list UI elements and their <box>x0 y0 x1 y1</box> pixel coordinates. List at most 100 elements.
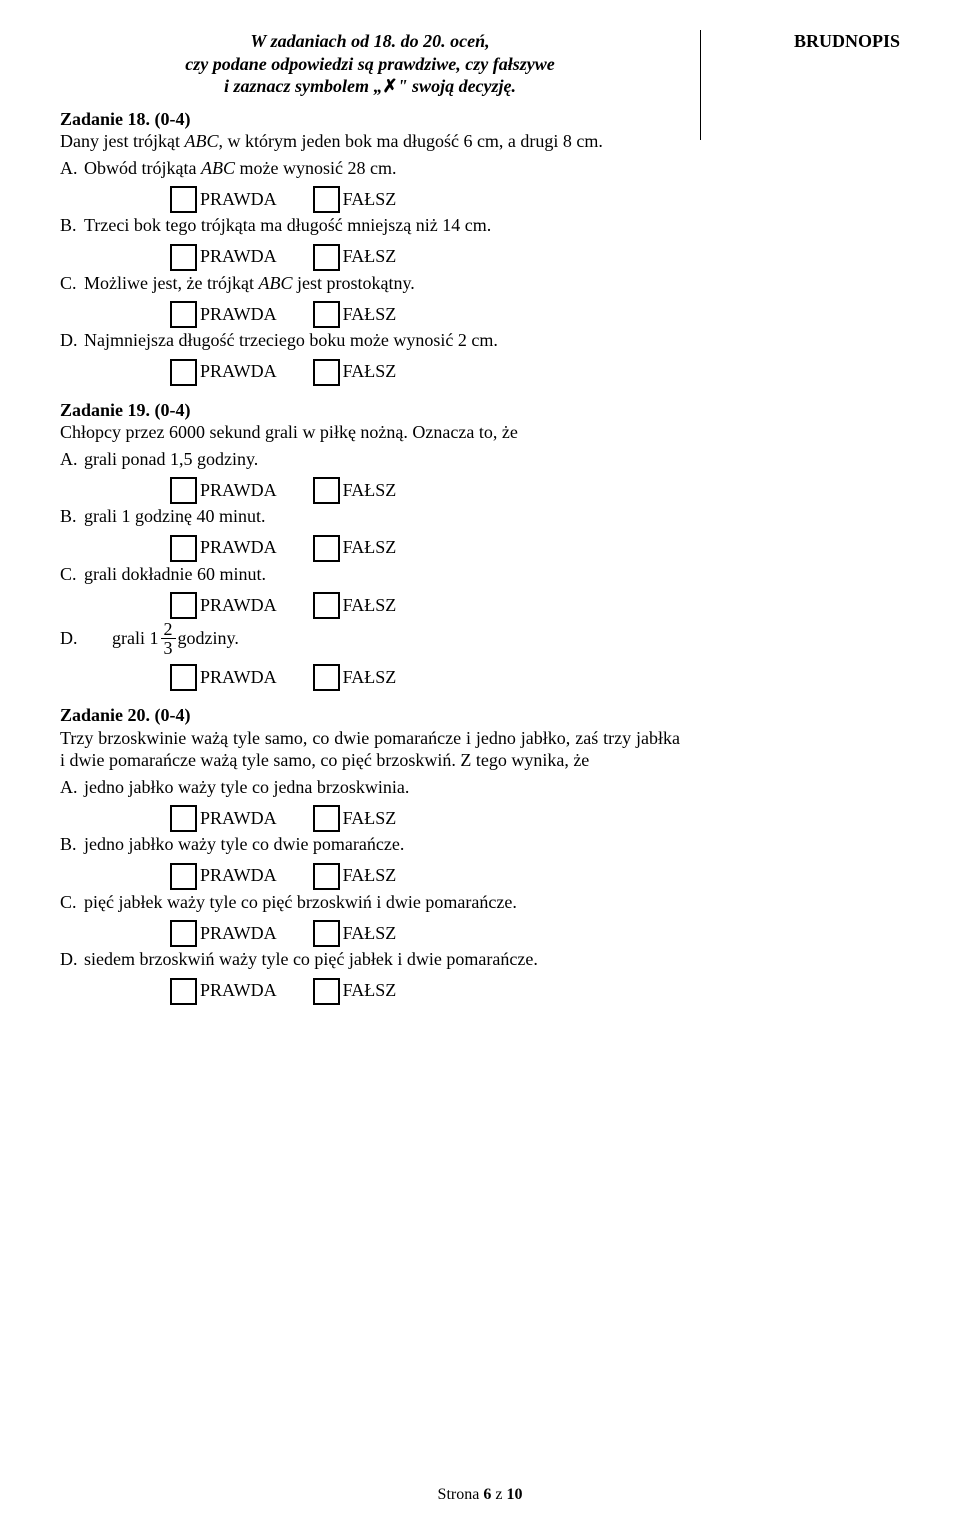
checkbox-prawda[interactable] <box>170 244 197 271</box>
task20-option-a: A.jedno jabłko waży tyle co jedna brzosk… <box>60 776 680 799</box>
pf-row: PRAWDA FAŁSZ <box>170 474 680 501</box>
task18-body: Dany jest trójkąt ABC, w którym jeden bo… <box>60 130 680 153</box>
checkbox-falsz[interactable] <box>313 863 340 890</box>
checkbox-prawda[interactable] <box>170 186 197 213</box>
fraction: 2 3 <box>161 620 176 657</box>
task19-title: Zadanie 19. (0-4) <box>60 399 680 422</box>
pf-row: PRAWDA FAŁSZ <box>170 661 680 688</box>
checkbox-falsz[interactable] <box>313 186 340 213</box>
checkbox-falsz[interactable] <box>313 592 340 619</box>
task20-option-c: C.pięć jabłek waży tyle co pięć brzoskwi… <box>60 891 680 914</box>
fraction-den: 3 <box>161 639 176 657</box>
checkbox-falsz[interactable] <box>313 664 340 691</box>
option-marker: A. <box>60 157 84 180</box>
pf-row: PRAWDA FAŁSZ <box>170 532 680 559</box>
task19-option-d: D. grali 1 2 3 godziny. <box>60 620 680 657</box>
label-falsz: FAŁSZ <box>343 864 397 887</box>
fraction-num: 2 <box>161 620 176 639</box>
option-marker: D. <box>88 627 112 650</box>
sidebar: BRUDNOPIS <box>680 30 940 1006</box>
instructions-line3-prefix: i zaznacz symbolem „ <box>224 76 383 96</box>
label-prawda: PRAWDA <box>200 922 277 945</box>
label-prawda: PRAWDA <box>200 536 277 559</box>
pf-row: PRAWDA FAŁSZ <box>170 917 680 944</box>
pf-row: PRAWDA FAŁSZ <box>170 241 680 268</box>
option-marker: D. <box>60 948 84 971</box>
pf-row: PRAWDA FAŁSZ <box>170 183 680 210</box>
checkbox-prawda[interactable] <box>170 920 197 947</box>
checkbox-falsz[interactable] <box>313 978 340 1005</box>
label-prawda: PRAWDA <box>200 245 277 268</box>
label-falsz: FAŁSZ <box>343 594 397 617</box>
label-prawda: PRAWDA <box>200 594 277 617</box>
task18-title: Zadanie 18. (0-4) <box>60 108 680 131</box>
task19-option-a: A.grali ponad 1,5 godziny. <box>60 448 680 471</box>
task18-option-a: A.Obwód trójkąta ABC może wynosić 28 cm. <box>60 157 680 180</box>
checkbox-prawda[interactable] <box>170 592 197 619</box>
option-marker: D. <box>60 329 84 352</box>
main-content: W zadaniach od 18. do 20. oceń, czy poda… <box>60 30 680 1006</box>
checkbox-prawda[interactable] <box>170 535 197 562</box>
checkbox-prawda[interactable] <box>170 301 197 328</box>
instructions-line1: W zadaniach od 18. do 20. oceń, <box>250 31 489 51</box>
instructions: W zadaniach od 18. do 20. oceń, czy poda… <box>60 30 680 98</box>
vertical-divider <box>700 30 701 140</box>
task20-option-b: B.jedno jabłko waży tyle co dwie pomarań… <box>60 833 680 856</box>
label-falsz: FAŁSZ <box>343 979 397 1002</box>
pf-row: PRAWDA FAŁSZ <box>170 298 680 325</box>
option-marker: B. <box>60 505 84 528</box>
checkbox-prawda[interactable] <box>170 863 197 890</box>
label-prawda: PRAWDA <box>200 807 277 830</box>
task19-d-prefix: grali 1 <box>112 627 159 650</box>
label-falsz: FAŁSZ <box>343 245 397 268</box>
task20-body: Trzy brzoskwinie ważą tyle samo, co dwie… <box>60 727 680 772</box>
task20-option-d: D.siedem brzoskwiń waży tyle co pięć jab… <box>60 948 680 971</box>
label-falsz: FAŁSZ <box>343 479 397 502</box>
label-falsz: FAŁSZ <box>343 303 397 326</box>
option-marker: C. <box>60 563 84 586</box>
label-prawda: PRAWDA <box>200 360 277 383</box>
pf-row: PRAWDA FAŁSZ <box>170 860 680 887</box>
pf-row: PRAWDA FAŁSZ <box>170 802 680 829</box>
checkbox-falsz[interactable] <box>313 244 340 271</box>
checkbox-prawda[interactable] <box>170 978 197 1005</box>
page-footer: Strona 6 z 10 <box>0 1485 960 1505</box>
checkbox-falsz[interactable] <box>313 359 340 386</box>
footer-prefix: Strona <box>438 1486 484 1503</box>
label-falsz: FAŁSZ <box>343 188 397 211</box>
checkbox-falsz[interactable] <box>313 920 340 947</box>
label-prawda: PRAWDA <box>200 303 277 326</box>
footer-middle: z <box>491 1486 506 1503</box>
pf-row: PRAWDA FAŁSZ <box>170 356 680 383</box>
instructions-line2: czy podane odpowiedzi są prawdziwe, czy … <box>185 54 554 74</box>
checkbox-prawda[interactable] <box>170 805 197 832</box>
checkbox-falsz[interactable] <box>313 301 340 328</box>
label-prawda: PRAWDA <box>200 188 277 211</box>
option-marker: A. <box>60 448 84 471</box>
checkbox-falsz[interactable] <box>313 805 340 832</box>
task19-option-c: C.grali dokładnie 60 minut. <box>60 563 680 586</box>
label-prawda: PRAWDA <box>200 979 277 1002</box>
task18-option-d: D.Najmniejsza długość trzeciego boku moż… <box>60 329 680 352</box>
footer-total: 10 <box>506 1486 522 1503</box>
task19-body: Chłopcy przez 6000 sekund grali w piłkę … <box>60 421 680 444</box>
label-falsz: FAŁSZ <box>343 807 397 830</box>
option-marker: C. <box>60 272 84 295</box>
task20-title: Zadanie 20. (0-4) <box>60 704 680 727</box>
checkbox-prawda[interactable] <box>170 664 197 691</box>
checkbox-prawda[interactable] <box>170 477 197 504</box>
task18-option-b: B.Trzeci bok tego trójkąta ma długość mn… <box>60 214 680 237</box>
task19-option-b: B.grali 1 godzinę 40 minut. <box>60 505 680 528</box>
task19-d-suffix: godziny. <box>178 627 239 650</box>
brudnopis-label: BRUDNOPIS <box>700 30 940 53</box>
label-falsz: FAŁSZ <box>343 360 397 383</box>
label-prawda: PRAWDA <box>200 864 277 887</box>
checkbox-falsz[interactable] <box>313 535 340 562</box>
label-falsz: FAŁSZ <box>343 536 397 559</box>
checkbox-falsz[interactable] <box>313 477 340 504</box>
pf-row: PRAWDA FAŁSZ <box>170 975 680 1002</box>
label-falsz: FAŁSZ <box>343 666 397 689</box>
option-marker: B. <box>60 833 84 856</box>
option-marker: C. <box>60 891 84 914</box>
checkbox-prawda[interactable] <box>170 359 197 386</box>
